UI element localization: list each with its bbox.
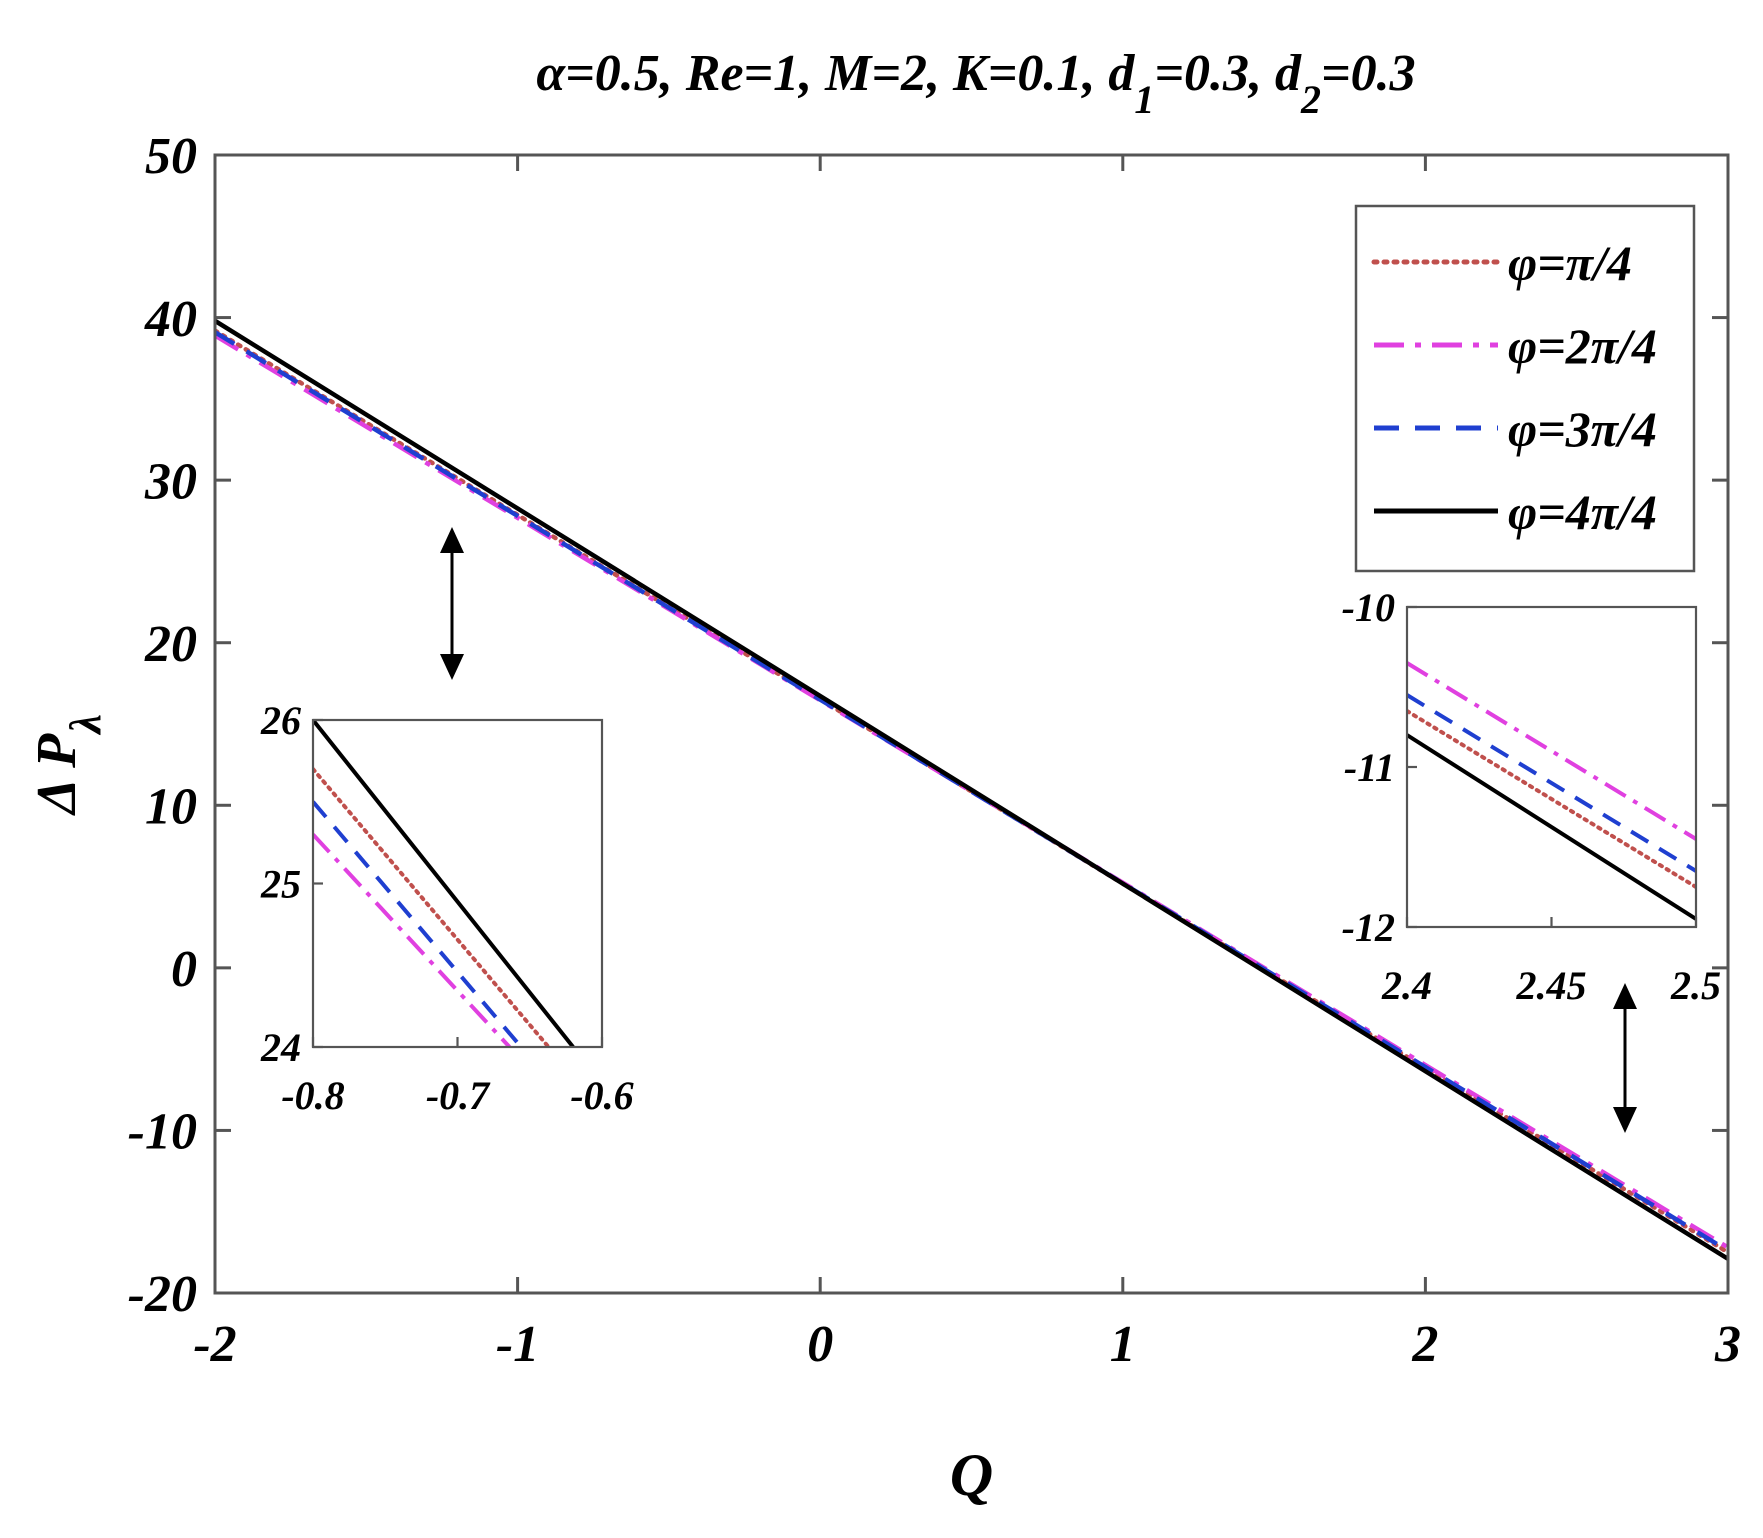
- main-xtick-label: -1: [496, 1316, 539, 1373]
- inset-left-xtick-label: -0.6: [570, 1073, 633, 1118]
- y-axis-label: Δ Pλ: [26, 714, 110, 816]
- inset-right-series-line-4: [1407, 733, 1696, 921]
- inset-right-series-group: [1407, 661, 1696, 921]
- x-axis-label: Q: [950, 1442, 993, 1508]
- inset-right-xtick-label: 2.5: [1670, 963, 1721, 1008]
- main-ytick-label: 10: [145, 778, 197, 835]
- inset-right-xtick-label: 2.45: [1516, 963, 1587, 1008]
- inset-left-series-line-4: [313, 720, 575, 1047]
- inset-right-series-line-3: [1407, 693, 1696, 873]
- main-xtick-label: 3: [1714, 1316, 1741, 1373]
- main-ytick-label: -20: [128, 1266, 197, 1323]
- main-ytick-label: 40: [144, 291, 197, 348]
- legend-label-1: φ=π/4: [1508, 235, 1632, 291]
- double-arrow-icon: [440, 527, 464, 680]
- inset-right-ytick-label: -11: [1344, 745, 1395, 790]
- main-xtick-label: 0: [807, 1316, 833, 1373]
- main-ytick-label: 50: [145, 128, 197, 185]
- inset-left-series-line-3: [313, 800, 523, 1047]
- inset-left-ytick-label: 24: [260, 1025, 301, 1070]
- main-xtick-label: -2: [193, 1316, 236, 1373]
- main-ytick-label: 0: [171, 941, 197, 998]
- inset-right-plot: 2.4 2.45 2.5 -12 -11 -10: [1342, 585, 1721, 1008]
- annotation-arrows: [440, 527, 1637, 1133]
- inset-left-xtick-label: -0.8: [281, 1073, 344, 1118]
- main-ytick-label: -10: [128, 1104, 197, 1161]
- inset-left-ytick-label: 25: [260, 862, 301, 907]
- inset-left-ytick-label: 26: [260, 698, 301, 743]
- main-series-line-4: [215, 318, 1728, 1261]
- main-series-line-2: [215, 333, 1728, 1250]
- main-frame: [213, 153, 1730, 1295]
- inset-right-series-line-1: [1407, 709, 1696, 889]
- legend: φ=π/4 φ=2π/4 φ=3π/4 φ=4π/4: [1354, 204, 1696, 573]
- inset-right-xtick-label: 2.4: [1381, 963, 1432, 1008]
- main-xtick-label: 2: [1411, 1316, 1438, 1373]
- legend-label-2: φ=2π/4: [1508, 318, 1657, 374]
- inset-right-background: [1407, 607, 1696, 927]
- inset-left-plot: -0.8 -0.7 -0.6 24 25 26: [260, 698, 634, 1118]
- main-xtick-label: 1: [1110, 1316, 1136, 1373]
- inset-right-series-line-2: [1407, 661, 1696, 841]
- inset-right-ytick-label: -12: [1342, 905, 1395, 950]
- chart-title: α=0.5, Re=1, M=2, K=0.1, d1=0.3, d2=0.3: [536, 45, 1415, 122]
- double-arrow-icon: [1613, 983, 1637, 1133]
- inset-right-ytick-label: -10: [1342, 585, 1395, 630]
- inset-left-background: [313, 720, 602, 1047]
- main-ytick-label: 30: [144, 453, 197, 510]
- main-ytick-label: 20: [144, 616, 197, 673]
- inset-left-series-line-2: [313, 833, 511, 1047]
- inset-left-series-line-1: [313, 767, 551, 1047]
- inset-left-series-group: [313, 720, 575, 1047]
- legend-label-4: φ=4π/4: [1508, 484, 1657, 540]
- legend-label-3: φ=3π/4: [1508, 401, 1657, 457]
- main-series-group: [215, 318, 1728, 1261]
- inset-left-xtick-label: -0.7: [426, 1073, 491, 1118]
